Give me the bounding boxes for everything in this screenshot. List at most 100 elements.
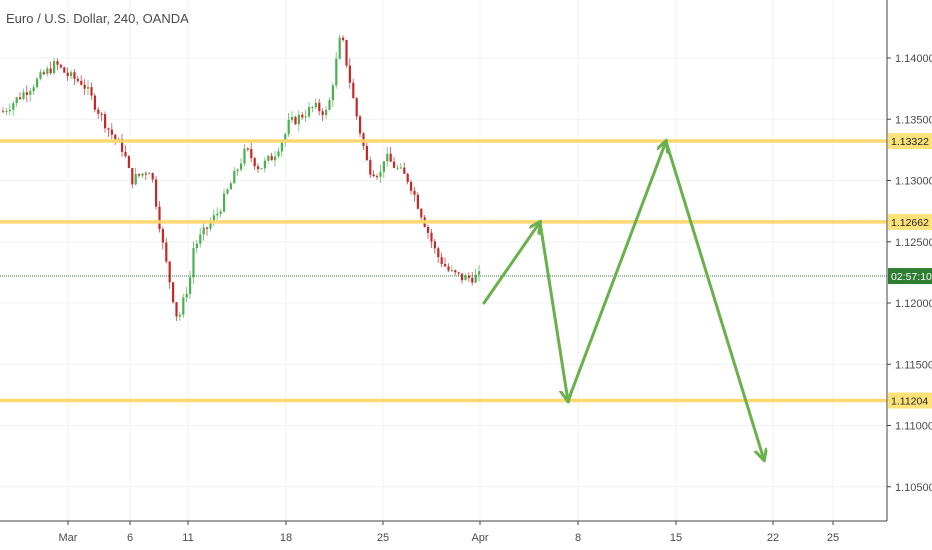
candle-body — [440, 257, 443, 264]
candle-body — [457, 272, 460, 274]
candle-body — [437, 248, 440, 258]
candle-body — [257, 166, 260, 170]
candle-body — [42, 72, 45, 75]
time-tick-label: 22 — [767, 532, 779, 544]
candle-body — [386, 153, 389, 162]
candle-body — [49, 68, 52, 74]
candle-body — [185, 293, 188, 298]
projection-arrows — [482, 139, 764, 460]
chart-title: Euro / U.S. Dollar, 240, OANDA — [6, 11, 189, 26]
candle-body — [229, 183, 232, 190]
time-tick-label: 8 — [575, 532, 581, 544]
candle-body — [29, 91, 32, 95]
level-price-tag — [888, 392, 932, 409]
candle-body — [379, 171, 382, 177]
candle-body — [158, 206, 161, 230]
candle-body — [127, 156, 130, 168]
candle-body — [461, 273, 464, 281]
price-tick-label: 1.10500 — [895, 482, 932, 494]
candle-body — [274, 156, 277, 161]
candle-body — [141, 173, 144, 176]
level-price-label: 1.11204 — [891, 396, 928, 408]
current-price-tag — [888, 268, 932, 285]
candle-body — [144, 173, 147, 175]
candle-body — [427, 226, 430, 233]
candle-body — [338, 37, 341, 59]
candle-body — [93, 95, 96, 110]
candle-body — [406, 173, 409, 182]
price-tick-label: 1.11500 — [895, 359, 932, 371]
candle-body — [172, 282, 175, 303]
candle-body — [87, 87, 90, 89]
level-price-tag — [888, 213, 932, 230]
price-tick-label: 1.11000 — [895, 421, 932, 433]
candle-body — [467, 275, 470, 278]
candle-body — [73, 72, 76, 79]
candle-body — [342, 37, 345, 41]
time-tick-label: 6 — [127, 532, 133, 544]
candle-body — [382, 161, 385, 172]
candle-body — [240, 163, 243, 170]
candle-body — [209, 222, 212, 229]
candle-body — [223, 193, 226, 212]
candle-body — [70, 72, 73, 77]
candle-body — [22, 92, 25, 99]
candle-body — [178, 314, 181, 317]
candle-body — [83, 84, 86, 89]
price-tick-label: 1.12500 — [895, 237, 932, 249]
candle-body — [90, 87, 93, 96]
candle-body — [104, 114, 107, 129]
candle-body — [348, 65, 351, 83]
candle-body — [291, 117, 294, 121]
price-scale[interactable]: 1.14000 1.13500 1.13000 1.12500 1.12000 1.115… — [887, 53, 932, 494]
time-tick-label: 18 — [280, 532, 292, 544]
candle-body — [263, 160, 266, 169]
candle-body — [471, 277, 474, 283]
candle-body — [352, 82, 355, 99]
candle-body — [138, 173, 141, 176]
candle-body — [110, 129, 113, 135]
candle-body — [66, 72, 69, 77]
candle-body — [80, 80, 83, 85]
candle-body — [46, 68, 49, 75]
candle-body — [416, 194, 419, 209]
candle-body — [318, 102, 321, 112]
time-tick-label: 11 — [182, 532, 193, 544]
candle-body — [114, 134, 117, 140]
levels — [0, 139, 887, 403]
time-tick-label: 25 — [827, 532, 839, 544]
candle-body — [250, 148, 253, 159]
candle-body — [100, 113, 103, 115]
candle-body — [206, 227, 209, 229]
candle-body — [53, 61, 56, 74]
candle-body — [277, 151, 280, 157]
candle-body — [331, 85, 334, 101]
candle-body — [76, 78, 79, 81]
candle-body — [304, 116, 307, 118]
candle-body — [192, 248, 195, 278]
candle-body — [410, 181, 413, 191]
candle-body — [294, 117, 297, 125]
candle-body — [267, 155, 270, 161]
candle-body — [280, 141, 283, 152]
time-tick-label: Mar — [59, 532, 78, 544]
projection-arrow — [664, 139, 764, 460]
time-scale[interactable]: Mar 6 11 18 25 Apr 8 15 22 25 — [59, 521, 840, 544]
time-tick-label: Apr — [471, 532, 488, 544]
candle-body — [63, 67, 66, 73]
candle-body — [464, 275, 467, 281]
candle-body — [199, 234, 202, 244]
candle-body — [12, 103, 15, 110]
candle-body — [59, 64, 62, 68]
candle-body — [219, 211, 222, 214]
candle-body — [97, 109, 100, 114]
candle-body — [39, 72, 42, 79]
current-time-label: 02:57:10 — [891, 271, 932, 283]
projection-arrow — [538, 220, 568, 401]
candle-body — [161, 229, 164, 243]
candle-body — [182, 297, 185, 315]
candle-body — [148, 173, 151, 175]
candle-body — [8, 109, 11, 112]
price-tick-label: 1.14000 — [895, 53, 932, 65]
